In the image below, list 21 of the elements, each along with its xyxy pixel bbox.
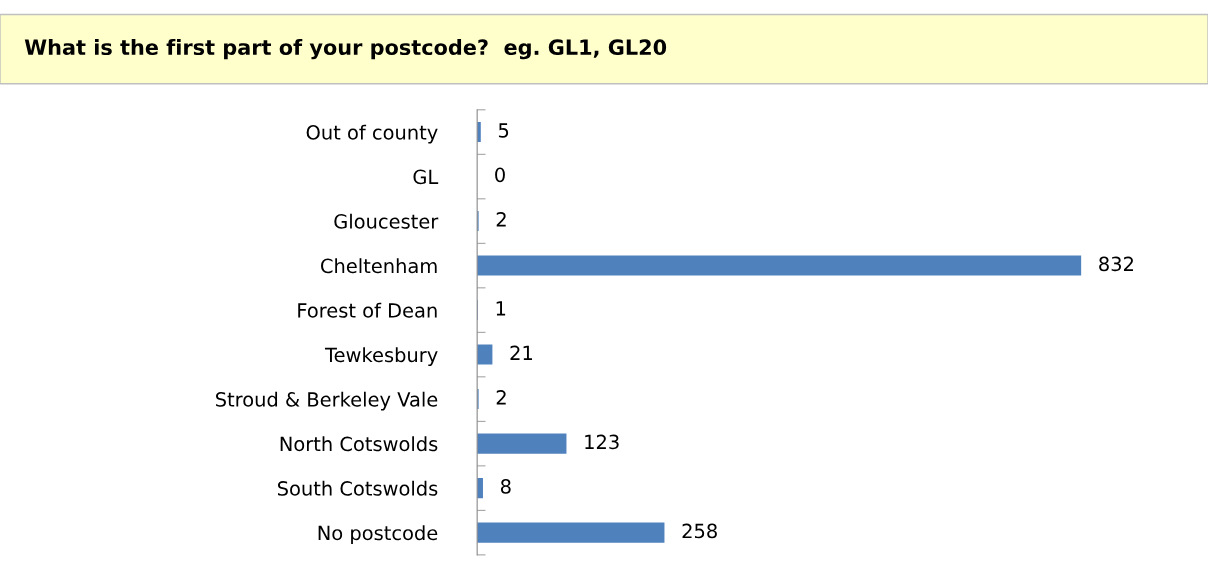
data-label: 258 bbox=[682, 523, 717, 539]
data-label: 8 bbox=[500, 479, 511, 494]
y-tick-label: Cheltenham bbox=[321, 258, 437, 274]
y-tick-label: No postcode bbox=[318, 525, 438, 545]
y-tick-label: North Cotswolds bbox=[280, 436, 438, 452]
data-label: 1 bbox=[496, 301, 506, 316]
chart-title: What is the first part of your postcode? eg. GL1, GL20 bbox=[24, 38, 667, 60]
y-tick-label: Gloucester bbox=[334, 213, 439, 229]
data-label: 5 bbox=[498, 123, 509, 138]
data-label: 0 bbox=[495, 167, 505, 183]
y-tick-label: South Cotswolds bbox=[277, 480, 438, 496]
y-tick-label: Stroud & Berkeley Vale bbox=[215, 391, 438, 411]
data-label: 123 bbox=[585, 434, 619, 450]
y-tick-label: GL bbox=[413, 169, 439, 185]
data-label: 21 bbox=[510, 345, 533, 360]
data-label: 2 bbox=[496, 390, 506, 405]
y-tick-label: Tewkesbury bbox=[324, 347, 438, 367]
y-tick-label: Out of county bbox=[306, 124, 438, 144]
data-label: 832 bbox=[1099, 256, 1133, 272]
data-label: 2 bbox=[496, 212, 506, 227]
y-tick-label: Forest of Dean bbox=[298, 302, 437, 318]
